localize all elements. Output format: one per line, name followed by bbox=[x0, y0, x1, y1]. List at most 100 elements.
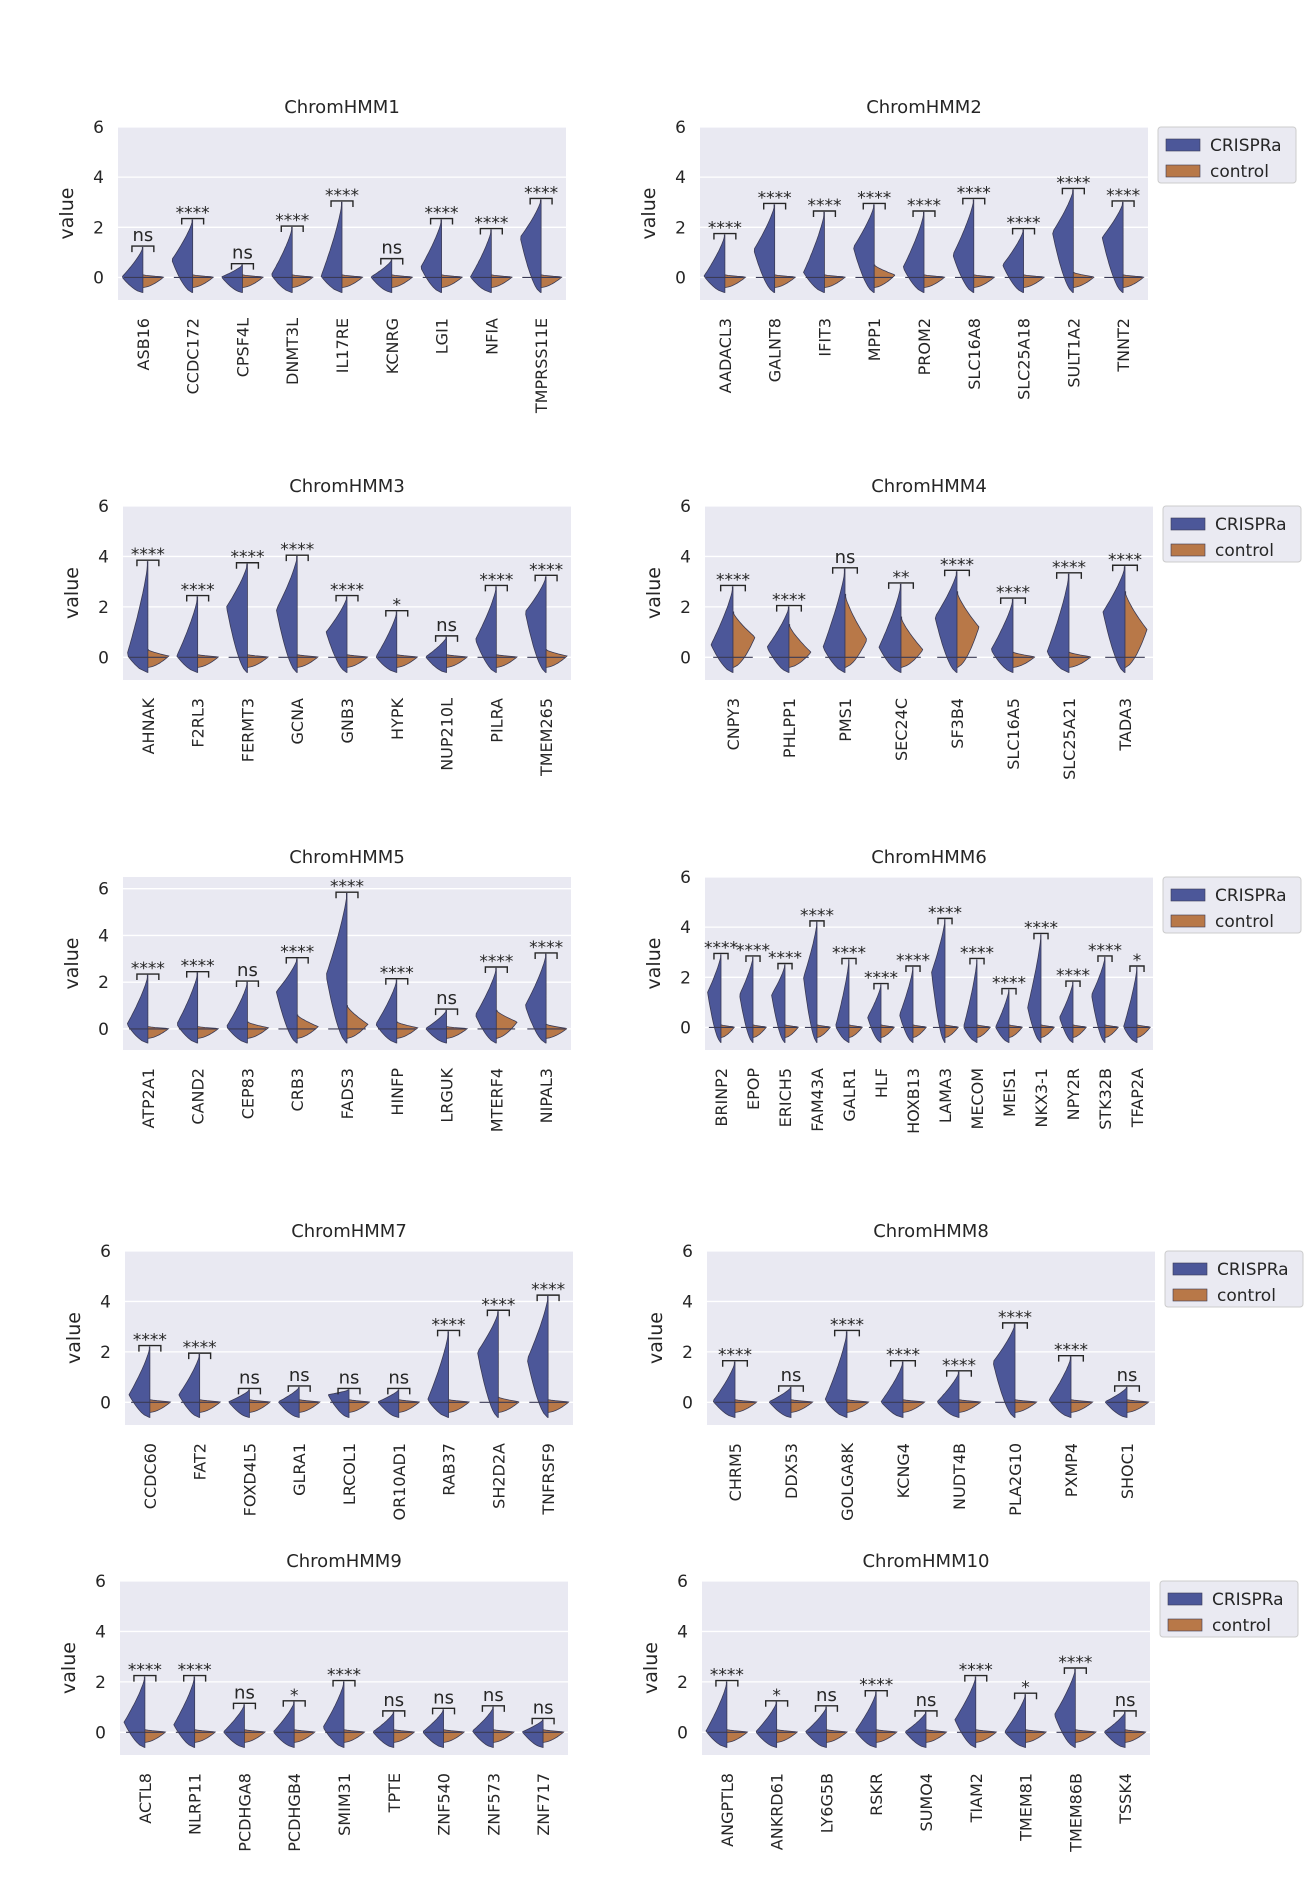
x-tick-label: CCDC60 bbox=[141, 1443, 160, 1509]
control-violin bbox=[732, 611, 756, 668]
significance-bracket bbox=[812, 210, 837, 217]
crispra-violin bbox=[425, 1009, 447, 1044]
significance-bracket bbox=[721, 1360, 749, 1367]
violin-KCNG4: **** KCNG4 bbox=[880, 1346, 926, 1498]
significance-bracket bbox=[969, 957, 985, 965]
significance-label: **** bbox=[959, 1661, 993, 1681]
significance-bracket bbox=[841, 957, 857, 965]
significance-label: **** bbox=[807, 196, 841, 216]
x-tick-label: LY6G5B bbox=[817, 1773, 836, 1833]
significance-label: **** bbox=[940, 555, 974, 575]
significance-label: **** bbox=[832, 943, 866, 963]
crispra-violin bbox=[963, 959, 978, 1043]
crispra-violin bbox=[1004, 1694, 1026, 1748]
violin-SUMO4: ns SUMO4 bbox=[905, 1690, 948, 1831]
violin-TADA3: **** TADA3 bbox=[1102, 550, 1148, 752]
control-violin bbox=[547, 1399, 570, 1413]
significance-bracket bbox=[479, 227, 503, 235]
crispra-violin bbox=[422, 1709, 444, 1748]
legend-label: control bbox=[1215, 912, 1274, 932]
violin-LY6G5B: ns LY6G5B bbox=[805, 1685, 849, 1833]
x-tick-label: NKX3-1 bbox=[1032, 1068, 1051, 1128]
x-tick-label: ACTL8 bbox=[136, 1773, 155, 1824]
control-violin bbox=[144, 1729, 167, 1743]
legend-swatch bbox=[1167, 1618, 1203, 1632]
significance-label: **** bbox=[524, 183, 558, 203]
significance-bracket bbox=[864, 1690, 888, 1697]
control-violin bbox=[192, 274, 215, 288]
x-tick-label: SULT1A2 bbox=[1064, 318, 1083, 388]
x-tick-label: AADACL3 bbox=[716, 318, 735, 393]
control-violin bbox=[973, 274, 996, 288]
control-violin bbox=[752, 1024, 768, 1038]
significance-label: ns bbox=[388, 1367, 409, 1388]
control-violin bbox=[490, 274, 514, 288]
x-tick-label: GLRA1 bbox=[290, 1443, 309, 1496]
significance-label: * bbox=[393, 596, 402, 616]
significance-bracket bbox=[385, 609, 409, 617]
x-tick-label: SUMO4 bbox=[917, 1773, 936, 1831]
y-tick-label: 4 bbox=[675, 168, 686, 188]
violin-TMEM81: * TMEM81 bbox=[1004, 1678, 1048, 1842]
violin-LRCOL1: ns LRCOL1 bbox=[328, 1367, 371, 1505]
crispra-violin bbox=[991, 598, 1014, 673]
crispra-violin bbox=[323, 1681, 345, 1748]
control-violin bbox=[1104, 1024, 1120, 1038]
crispra-violin bbox=[525, 953, 547, 1044]
control-violin bbox=[776, 1729, 799, 1743]
x-tick-label: SLC16A5 bbox=[1004, 698, 1023, 770]
violin-ERICH5: **** ERICH5 bbox=[768, 949, 802, 1128]
x-tick-label: FOXD4L5 bbox=[240, 1443, 259, 1516]
significance-bracket bbox=[133, 1674, 157, 1682]
significance-bracket bbox=[1063, 1667, 1087, 1674]
significance-bracket bbox=[1011, 227, 1036, 235]
x-tick-label: CRB3 bbox=[288, 1068, 307, 1111]
significance-bracket bbox=[136, 973, 160, 981]
crispra-violin bbox=[475, 586, 497, 673]
violin-SLC16A5: **** SLC16A5 bbox=[991, 583, 1036, 770]
significance-label: ns bbox=[237, 960, 258, 981]
crispra-violin bbox=[177, 972, 199, 1044]
y-tick-label: 6 bbox=[675, 118, 686, 138]
legend-label: CRISPRa bbox=[1210, 136, 1282, 156]
legend-label: control bbox=[1217, 1286, 1276, 1306]
violin-OR10AD1: ns OR10AD1 bbox=[377, 1367, 421, 1521]
crispra-violin bbox=[226, 981, 248, 1044]
control-violin bbox=[720, 1024, 736, 1038]
y-tick-label: 2 bbox=[677, 1673, 688, 1693]
crispra-violin bbox=[824, 1331, 848, 1418]
crispra-violin bbox=[472, 1706, 494, 1748]
crispra-violin bbox=[127, 561, 149, 673]
significance-bracket bbox=[1097, 955, 1113, 962]
x-tick-label: FAM43A bbox=[808, 1068, 827, 1132]
significance-bracket bbox=[181, 217, 205, 225]
y-tick-label: 2 bbox=[98, 973, 109, 993]
control-violin bbox=[298, 1399, 321, 1413]
x-tick-label: NPY2R bbox=[1064, 1068, 1083, 1120]
x-tick-label: GNB3 bbox=[338, 698, 357, 744]
crispra-violin bbox=[527, 1295, 549, 1418]
legend-swatch bbox=[1165, 138, 1201, 152]
violin-KCNRG: ns KCNRG bbox=[370, 238, 414, 374]
significance-label: **** bbox=[380, 964, 414, 984]
significance-label: **** bbox=[1088, 941, 1122, 961]
crispra-violin bbox=[954, 1676, 977, 1748]
significance-label: ns bbox=[483, 1685, 504, 1706]
control-violin bbox=[880, 1024, 896, 1038]
significance-bracket bbox=[385, 977, 409, 985]
x-tick-label: NFIA bbox=[482, 318, 501, 355]
significance-label: **** bbox=[758, 188, 792, 208]
violin-NUP210L: ns NUP210L bbox=[425, 615, 469, 771]
significance-bracket bbox=[1113, 1710, 1137, 1717]
significance-bracket bbox=[889, 1360, 917, 1367]
significance-label: **** bbox=[886, 1346, 920, 1366]
significance-label: **** bbox=[128, 1661, 162, 1681]
violin-IL17RE: **** IL17RE bbox=[320, 186, 364, 373]
significance-bracket bbox=[534, 952, 558, 959]
significance-label: ns bbox=[835, 547, 856, 568]
control-violin bbox=[824, 274, 847, 288]
crispra-violin bbox=[931, 919, 946, 1043]
violin-SMIM31: **** SMIM31 bbox=[323, 1666, 366, 1836]
y-tick-label: 0 bbox=[93, 268, 104, 288]
